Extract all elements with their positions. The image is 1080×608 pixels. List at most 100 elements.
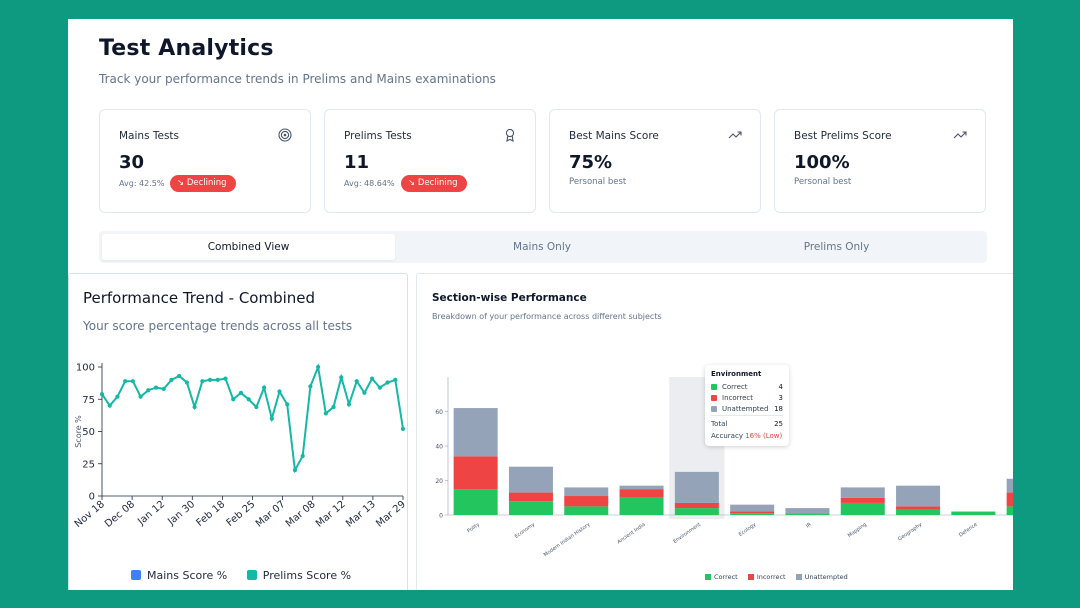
x-tick-label: Defence — [958, 522, 978, 539]
bar-segment-incorrect — [1006, 492, 1013, 507]
tooltip-row-incorrect: Incorrect 3 — [711, 394, 783, 404]
bar-segment-incorrect — [730, 511, 775, 514]
chart-tooltip: Environment Correct 4 Incorrect 3 Unattemp… — [705, 365, 789, 446]
x-tick-label: Mapping — [847, 522, 868, 539]
prelims-score-point — [362, 390, 367, 395]
prelims-score-point — [192, 404, 197, 410]
prelims-score-point — [331, 404, 336, 410]
prelims-score-point — [246, 397, 251, 402]
tooltip-title: Environment — [711, 370, 762, 378]
prelims-score-point — [215, 377, 220, 382]
x-tick-label: Environment — [672, 522, 702, 545]
bar-segment-unattempted — [619, 485, 664, 490]
y-tick-label: 75 — [82, 395, 95, 406]
test-analytics-page: Test Analytics Track your performance tr… — [68, 19, 1013, 590]
performance-trend-panel: Performance Trend - Combined Your score … — [68, 273, 408, 590]
y-tick-label: 25 — [82, 459, 95, 470]
y-tick-label: 60 — [435, 409, 443, 416]
bar-segment-unattempted — [840, 487, 885, 498]
prelims-score-point — [99, 391, 105, 397]
prelims-score-point — [231, 397, 236, 402]
card-value: 100% — [794, 152, 850, 173]
legend-incorrect[interactable]: Incorrect — [747, 573, 786, 581]
trend-legend: Mains Score % Prelims Score % — [131, 569, 367, 582]
trending-up-icon — [728, 131, 742, 139]
legend-swatch-unattempted — [795, 574, 802, 580]
bar-segment-incorrect — [840, 497, 885, 503]
bar-segment-unattempted — [508, 466, 553, 493]
legend-prelims[interactable]: Prelims Score % — [246, 569, 351, 582]
prelims-score-point — [254, 404, 259, 410]
tooltip-row-accuracy: Accuracy 16% (Low) — [711, 432, 783, 440]
x-tick-label: Jan 12 — [135, 499, 167, 528]
legend-correct[interactable]: Correct — [705, 573, 738, 581]
prelims-score-point — [339, 375, 344, 380]
card-value: 30 — [119, 152, 145, 173]
prelims-score-point — [269, 416, 274, 421]
page-title: Test Analytics — [99, 36, 274, 61]
card-label: Best Mains Score — [569, 130, 659, 142]
x-tick-label: Economy — [514, 522, 536, 540]
declining-badge: ↘ Declining — [401, 175, 467, 192]
bar-segment-unattempted — [674, 471, 719, 503]
y-tick-label: 50 — [82, 427, 95, 438]
card-note: Personal best — [794, 177, 852, 187]
bar-segment-unattempted — [453, 408, 498, 457]
bar-segment-unattempted — [1006, 478, 1013, 493]
page-subtitle: Track your performance trends in Prelims… — [99, 72, 496, 86]
tab-mains-only[interactable]: Mains Only — [513, 241, 571, 253]
trending-down-icon: ↘ — [177, 178, 185, 188]
prelims-score-point — [323, 411, 328, 416]
award-icon — [505, 128, 515, 142]
y-tick-label: 40 — [435, 444, 443, 451]
x-tick-label: Mar 08 — [284, 499, 318, 530]
x-tick-label: Mar 13 — [344, 499, 378, 530]
x-tick-label: Ecology — [738, 522, 757, 538]
trending-down-icon: ↘ — [408, 178, 416, 188]
prelims-score-point — [184, 380, 189, 385]
prelims-score-point — [400, 426, 406, 432]
prelims-score-point — [115, 394, 120, 399]
bar-segment-incorrect — [619, 489, 664, 498]
prelims-score-point — [130, 379, 135, 384]
prelims-score-line — [101, 363, 404, 474]
prelims-score-point — [370, 376, 375, 381]
declining-badge: ↘ Declining — [170, 175, 236, 192]
prelims-score-point — [277, 389, 282, 394]
x-tick-label: Feb 25 — [225, 499, 258, 529]
bar-segment-incorrect — [896, 506, 941, 510]
prelims-score-point — [346, 402, 352, 407]
x-tick-label: Mar 29 — [374, 499, 407, 530]
prelims-score-point — [223, 376, 228, 381]
tab-combined-view[interactable]: Combined View — [102, 234, 395, 260]
prelims-score-point — [308, 384, 313, 389]
tab-prelims-only[interactable]: Prelims Only — [803, 241, 870, 253]
y-tick-label: 100 — [76, 363, 95, 374]
x-tick-label: Polity — [466, 522, 481, 535]
bar-segment-incorrect — [564, 496, 609, 507]
section-legend: Correct Incorrect Unattempted — [705, 573, 856, 581]
swatch-unattempted — [711, 406, 717, 412]
legend-unattempted[interactable]: Unattempted — [795, 573, 848, 581]
bar-segment-unattempted — [730, 504, 775, 512]
card-average: Avg: 42.5% — [119, 179, 165, 188]
legend-swatch-correct — [705, 574, 711, 580]
prelims-score-point — [300, 453, 305, 459]
bar-segment-correct — [453, 489, 498, 515]
y-tick-label: 20 — [435, 478, 443, 485]
card-value: 75% — [569, 152, 613, 173]
y-axis-label: Score % — [74, 415, 83, 448]
legend-mains[interactable]: Mains Score % — [131, 569, 227, 582]
prelims-score-point — [285, 402, 290, 407]
prelims-score-point — [107, 403, 112, 408]
target-icon — [278, 128, 292, 142]
best-prelims-card: Best Prelims Score 100% Personal best — [774, 109, 986, 213]
prelims-score-point — [385, 380, 390, 385]
prelims-score-point — [123, 379, 128, 384]
prelims-score-point — [354, 379, 359, 384]
best-mains-card: Best Mains Score 75% Personal best — [549, 109, 761, 213]
section-title: Section-wise Performance — [432, 292, 587, 304]
bar-segment-unattempted — [896, 485, 941, 507]
prelims-score-point — [161, 386, 166, 392]
